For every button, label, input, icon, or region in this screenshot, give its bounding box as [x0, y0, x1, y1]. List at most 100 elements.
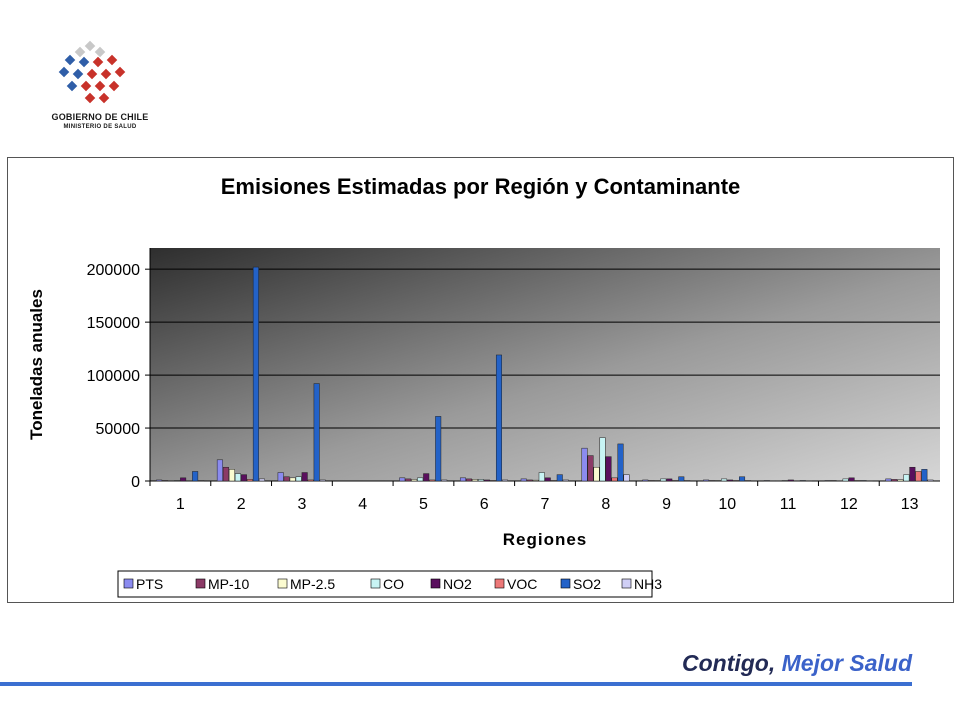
legend-label: SO2 — [573, 576, 601, 592]
legend-label: NH3 — [634, 576, 662, 592]
bar — [739, 476, 746, 482]
x-tick-label: 13 — [901, 496, 919, 513]
bar — [781, 480, 788, 482]
legend-label: NO2 — [443, 576, 472, 592]
x-tick-label: 6 — [480, 496, 489, 513]
bar — [544, 477, 551, 482]
bar — [903, 474, 910, 482]
bar — [860, 480, 867, 482]
y-tick-label: 50000 — [96, 421, 141, 438]
bar — [411, 479, 418, 482]
bar — [842, 478, 849, 482]
bar — [174, 480, 181, 482]
bar — [162, 480, 169, 482]
bar — [538, 472, 545, 482]
bar — [295, 476, 302, 482]
cube-mosaic-icon — [57, 39, 127, 105]
bar — [423, 473, 430, 482]
x-tick-label: 4 — [358, 496, 367, 513]
x-tick-label: 3 — [297, 496, 306, 513]
bar — [283, 476, 290, 482]
bar — [234, 473, 241, 482]
bar — [593, 466, 600, 482]
bar — [581, 447, 588, 482]
bar — [313, 383, 320, 482]
bar — [489, 480, 496, 482]
bar — [830, 480, 837, 482]
y-tick-label: 0 — [131, 474, 140, 491]
bar — [623, 474, 630, 482]
x-tick-label: 2 — [237, 496, 246, 513]
bar — [483, 479, 490, 482]
bar — [660, 478, 667, 482]
gobierno-logo: GOBIERNO DE CHILE MINISTERIO DE SALUD — [40, 39, 160, 140]
bar — [763, 480, 770, 482]
tagline: Contigo, Mejor Salud — [682, 650, 912, 677]
legend-swatch — [277, 578, 288, 589]
bar — [301, 472, 308, 482]
bar — [599, 437, 606, 482]
bar — [550, 480, 557, 482]
x-tick-label: 10 — [718, 496, 736, 513]
bar — [927, 479, 934, 482]
y-tick-label: 150000 — [87, 315, 140, 332]
bar — [465, 478, 472, 482]
legend-swatch — [123, 578, 134, 589]
bar — [799, 480, 806, 482]
bar — [709, 480, 716, 482]
bar — [556, 474, 563, 482]
bar — [921, 469, 928, 482]
footer-line — [0, 682, 912, 686]
bar — [222, 466, 229, 482]
tagline-part2: Mejor Salud — [781, 650, 912, 676]
bar — [192, 471, 199, 482]
bar — [307, 479, 314, 482]
bar — [715, 480, 722, 482]
bar — [885, 478, 892, 482]
bar — [180, 477, 187, 482]
plot-area — [150, 248, 940, 481]
bar — [915, 471, 922, 482]
x-tick-label: 9 — [662, 496, 671, 513]
y-tick-label: 200000 — [87, 262, 140, 279]
bar — [526, 479, 533, 482]
bar — [405, 478, 412, 482]
legend-label: MP-2.5 — [290, 576, 335, 592]
bar — [532, 479, 539, 482]
y-axis-title: Toneladas anuales — [27, 289, 46, 440]
bar — [672, 480, 679, 482]
bar — [198, 480, 205, 482]
bar — [727, 479, 734, 482]
bar — [471, 479, 478, 482]
legend-label: CO — [383, 576, 404, 592]
bar — [228, 469, 235, 482]
x-tick-label: 1 — [176, 496, 185, 513]
bar — [399, 477, 406, 482]
bar — [252, 266, 259, 482]
bar — [684, 480, 691, 482]
bar — [666, 478, 673, 482]
bar — [611, 477, 618, 482]
x-axis-title: Regiones — [503, 530, 588, 549]
legend-label: PTS — [136, 576, 163, 592]
bar — [587, 455, 594, 482]
bar — [605, 456, 612, 482]
x-tick-label: 11 — [780, 496, 797, 513]
bar — [240, 474, 247, 482]
x-tick-label: 8 — [601, 496, 610, 513]
bar — [642, 479, 649, 482]
logo-title: GOBIERNO DE CHILE — [51, 112, 149, 122]
chart-frame: Emisiones Estimadas por Región y Contami… — [7, 157, 954, 603]
bar — [501, 479, 508, 482]
chart-title: Emisiones Estimadas por Región y Contami… — [220, 174, 741, 199]
legend-swatch — [560, 578, 571, 589]
bar — [733, 480, 740, 482]
x-tick-label: 5 — [419, 496, 428, 513]
bar — [520, 478, 527, 482]
bar — [617, 443, 624, 482]
legend-swatch — [430, 578, 441, 589]
bar — [721, 478, 728, 482]
bar — [891, 479, 898, 482]
tagline-part1: Contigo, — [682, 650, 776, 676]
